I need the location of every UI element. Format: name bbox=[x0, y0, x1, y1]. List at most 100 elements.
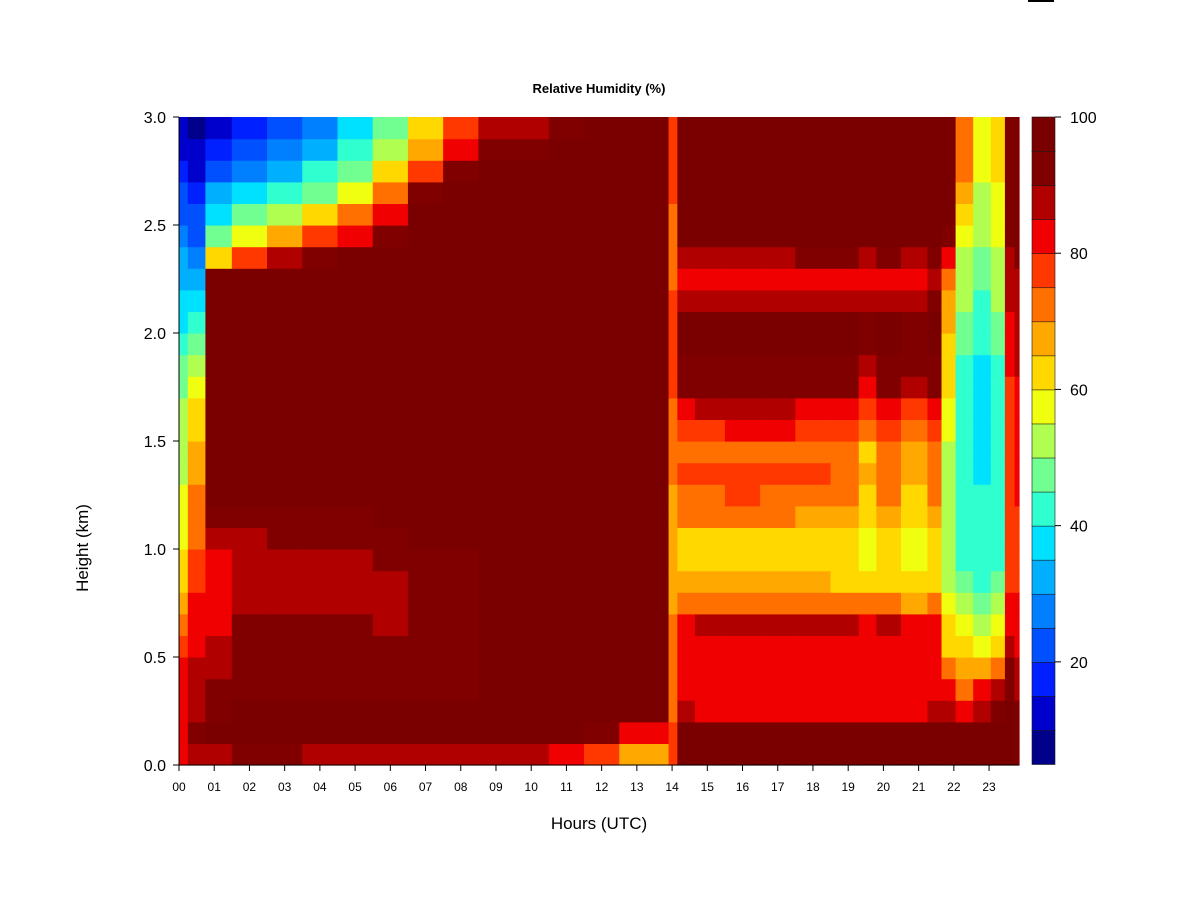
heatmap-cell bbox=[990, 743, 1006, 766]
heatmap-cell bbox=[990, 376, 1006, 399]
heatmap-cell bbox=[760, 376, 796, 399]
heatmap-cell bbox=[927, 376, 943, 399]
heatmap-cell bbox=[187, 613, 207, 636]
heatmap-cell bbox=[619, 657, 652, 680]
heatmap-cell bbox=[179, 721, 189, 744]
heatmap-cell bbox=[179, 635, 189, 658]
heatmap-cell bbox=[650, 657, 670, 680]
heatmap-cell bbox=[619, 354, 652, 377]
heatmap-cell bbox=[795, 549, 832, 572]
heatmap-cell bbox=[694, 700, 726, 723]
heatmap-cell bbox=[205, 527, 233, 550]
heatmap-cell bbox=[650, 743, 670, 766]
heatmap-cell bbox=[302, 484, 339, 507]
heatmap-cell bbox=[302, 592, 339, 615]
colorbar-segment bbox=[1031, 559, 1056, 595]
heatmap-cell bbox=[677, 203, 696, 226]
heatmap-cell bbox=[584, 613, 620, 636]
heatmap-cell bbox=[724, 549, 761, 572]
heatmap-cell bbox=[876, 743, 902, 766]
heatmap-cell bbox=[302, 289, 339, 312]
heatmap-cell bbox=[830, 743, 860, 766]
heatmap-cell bbox=[548, 311, 585, 334]
heatmap-cell bbox=[302, 462, 339, 485]
heatmap-cell bbox=[619, 441, 652, 464]
heatmap-cell bbox=[1014, 181, 1020, 204]
heatmap-cell bbox=[973, 657, 992, 680]
heatmap-cell bbox=[513, 333, 550, 356]
heatmap-cell bbox=[901, 117, 929, 140]
heatmap-cell bbox=[941, 203, 957, 226]
heatmap-cell bbox=[760, 268, 796, 291]
heatmap-cell bbox=[548, 117, 585, 140]
heatmap-cell bbox=[407, 484, 444, 507]
heatmap-cell bbox=[830, 570, 860, 593]
heatmap-cell bbox=[1004, 462, 1016, 485]
heatmap-cell bbox=[876, 268, 902, 291]
heatmap-cell bbox=[955, 505, 974, 528]
heatmap-cell bbox=[724, 289, 761, 312]
heatmap-cell bbox=[478, 484, 515, 507]
heatmap-cell bbox=[650, 678, 670, 701]
heatmap-cell bbox=[548, 657, 585, 680]
heatmap-cell bbox=[650, 700, 670, 723]
colorbar-segment bbox=[1031, 389, 1056, 425]
heatmap-cell bbox=[927, 333, 943, 356]
heatmap-cell bbox=[187, 419, 207, 442]
heatmap-cell bbox=[973, 592, 992, 615]
x-tick-label: 04 bbox=[313, 780, 327, 794]
heatmap-cell bbox=[724, 225, 761, 248]
heatmap-cell bbox=[990, 354, 1006, 377]
heatmap-cell bbox=[694, 657, 726, 680]
heatmap-cell bbox=[1014, 268, 1020, 291]
x-tick-label: 13 bbox=[630, 780, 644, 794]
heatmap-cell bbox=[990, 484, 1006, 507]
heatmap-cell bbox=[231, 527, 268, 550]
heatmap-cell bbox=[941, 527, 957, 550]
heatmap-cell bbox=[724, 484, 761, 507]
heatmap-cell bbox=[901, 397, 929, 420]
heatmap-cell bbox=[1004, 721, 1016, 744]
heatmap-cell bbox=[179, 441, 189, 464]
heatmap-cell bbox=[724, 613, 761, 636]
heatmap-cell bbox=[302, 160, 339, 183]
heatmap-cell bbox=[337, 203, 374, 226]
heatmap-cell bbox=[760, 160, 796, 183]
heatmap-cell bbox=[179, 246, 189, 269]
heatmap-cell bbox=[677, 419, 696, 442]
heatmap-cell bbox=[650, 311, 670, 334]
heatmap-cell bbox=[901, 441, 929, 464]
heatmap-cell bbox=[267, 354, 303, 377]
heatmap-cell bbox=[760, 635, 796, 658]
heatmap-cell bbox=[187, 354, 207, 377]
heatmap-cell bbox=[1014, 484, 1020, 507]
x-tick-label: 08 bbox=[454, 780, 468, 794]
heatmap-cell bbox=[876, 613, 902, 636]
heatmap-cell bbox=[337, 678, 374, 701]
heatmap-cell bbox=[267, 246, 303, 269]
heatmap-cell bbox=[941, 721, 957, 744]
heatmap-cell bbox=[830, 613, 860, 636]
heatmap-cell bbox=[795, 462, 832, 485]
colorbar-segment bbox=[1031, 627, 1056, 663]
heatmap-cell bbox=[927, 311, 943, 334]
heatmap-cell bbox=[548, 678, 585, 701]
heatmap-cell bbox=[584, 181, 620, 204]
heatmap-cell bbox=[724, 138, 761, 161]
heatmap-cell bbox=[205, 613, 233, 636]
heatmap-cell bbox=[267, 225, 303, 248]
heatmap-cell bbox=[901, 225, 929, 248]
heatmap-cell bbox=[668, 246, 678, 269]
heatmap-cell bbox=[901, 592, 929, 615]
heatmap-cell bbox=[478, 549, 515, 572]
heatmap-cell bbox=[205, 743, 233, 766]
heatmap-cell bbox=[973, 419, 992, 442]
heatmap-cell bbox=[858, 441, 877, 464]
y-tick-label: 1.5 bbox=[144, 434, 166, 451]
heatmap-cell bbox=[337, 138, 374, 161]
colorbar-segment bbox=[1031, 457, 1056, 493]
heatmap-cell bbox=[668, 700, 678, 723]
heatmap-cell bbox=[1004, 441, 1016, 464]
heatmap-cell bbox=[876, 527, 902, 550]
